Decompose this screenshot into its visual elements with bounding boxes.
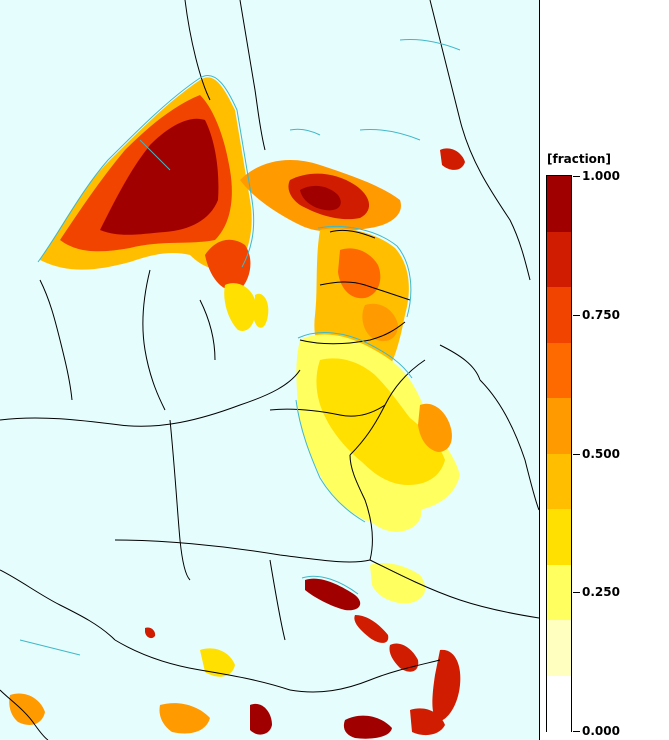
- colorbar-tick-label: 0.000: [582, 724, 620, 738]
- colorbar-unit-label: [fraction]: [547, 152, 611, 166]
- colorbar-tick-label: 0.500: [582, 446, 620, 461]
- colorbar-swatch: [547, 342, 571, 399]
- colorbar-tick-label: 0.250: [582, 585, 620, 600]
- baltic-field: [296, 228, 460, 532]
- colorbar-tick: [573, 176, 580, 177]
- finland-field: [240, 160, 401, 232]
- colorbar-tick: [573, 453, 580, 455]
- colorbar: [546, 175, 572, 732]
- colorbar-tick: [573, 592, 580, 594]
- colorbar-swatch: [547, 509, 571, 565]
- carpathian-field: [9, 148, 465, 739]
- map-canvas: [0, 0, 539, 740]
- colorbar-tick: [573, 314, 580, 316]
- colorbar-tick-label: 0.750: [582, 307, 620, 322]
- colorbar-swatch: [547, 564, 571, 621]
- contours: [19, 39, 461, 656]
- map-panel: [0, 0, 540, 740]
- colorbar-tick: [573, 731, 580, 732]
- colorbar-swatch: [547, 176, 571, 232]
- colorbar-swatch: [547, 287, 571, 343]
- colorbar-swatch: [547, 231, 571, 288]
- colorbar-swatch: [547, 620, 571, 676]
- colorbar-swatch: [547, 675, 571, 732]
- colorbar-tick-label: 1.000: [582, 169, 620, 183]
- borders: [0, 0, 539, 740]
- colorbar-swatch: [547, 398, 571, 454]
- colorbar-swatch: [547, 453, 571, 510]
- scandinavia-field: [40, 77, 269, 331]
